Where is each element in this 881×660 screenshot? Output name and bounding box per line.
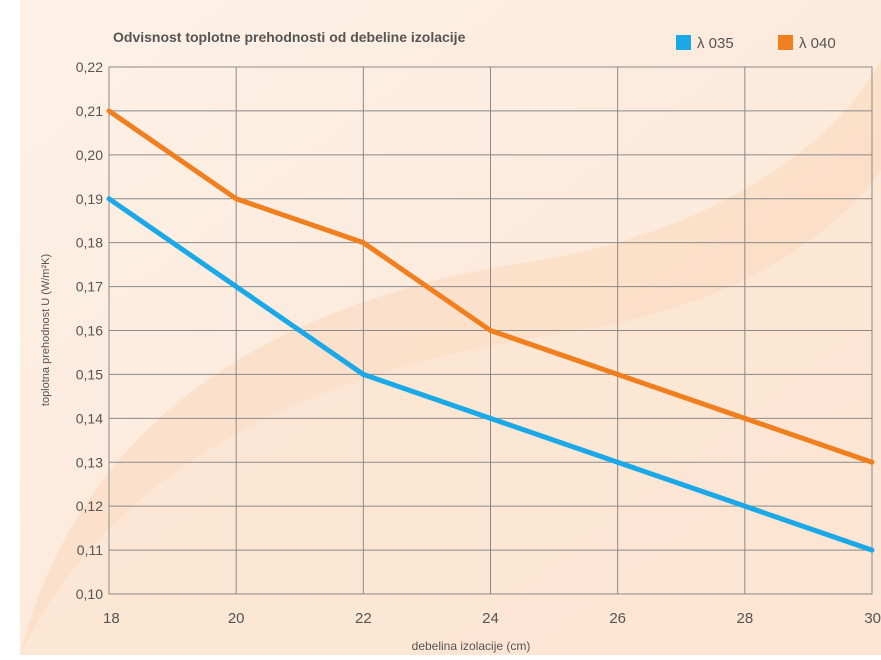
y-tick-label: 0,13 [76, 454, 103, 470]
x-axis-label: debelina izolacije (cm) [412, 639, 531, 653]
x-tick-label: 24 [482, 610, 499, 627]
legend-swatch [778, 35, 793, 50]
x-tick-labels: 18 20 22 24 26 28 30 [103, 610, 881, 627]
y-tick-label: 0,21 [76, 103, 103, 119]
y-tick-label: 0,20 [76, 147, 103, 163]
legend-swatch [676, 35, 691, 50]
chart-frame: Odvisnost toplotne prehodnosti od debeli… [20, 0, 881, 655]
y-tick-label: 0,14 [76, 410, 103, 426]
series-line-0 [106, 196, 875, 553]
x-tick-label: 30 [864, 610, 881, 627]
y-tick-label: 0,16 [76, 323, 103, 339]
y-tick-label: 0,22 [76, 59, 103, 75]
series-lines [106, 108, 875, 553]
x-tick-label: 18 [103, 610, 120, 627]
x-tick-label: 22 [355, 610, 372, 627]
y-tick-label: 0,10 [76, 586, 103, 602]
legend-label: λ 035 [697, 35, 734, 52]
y-tick-labels: 0,10 0,11 0,12 0,13 0,14 0,15 0,16 0,17 0,18 0,19… [76, 59, 103, 602]
background-swoosh-light [20, 170, 881, 655]
y-tick-label: 0,11 [77, 542, 103, 558]
x-tick-label: 26 [609, 610, 626, 627]
y-tick-label: 0,12 [76, 498, 103, 514]
y-tick-label: 0,17 [76, 279, 103, 295]
legend: λ 035 λ 040 [676, 35, 836, 52]
x-tick-label: 28 [736, 610, 753, 627]
series-line-1 [106, 108, 875, 465]
chart-title: Odvisnost toplotne prehodnosti od debeli… [113, 29, 466, 45]
y-tick-label: 0,15 [76, 366, 103, 382]
y-tick-label: 0,18 [76, 235, 103, 251]
x-tick-label: 20 [228, 610, 245, 627]
legend-label: λ 040 [799, 35, 836, 52]
chart-svg: Odvisnost toplotne prehodnosti od debeli… [20, 0, 881, 655]
y-axis-label: toplotna prehodnost U (W/m²K) [40, 254, 52, 406]
y-tick-label: 0,19 [76, 191, 103, 207]
